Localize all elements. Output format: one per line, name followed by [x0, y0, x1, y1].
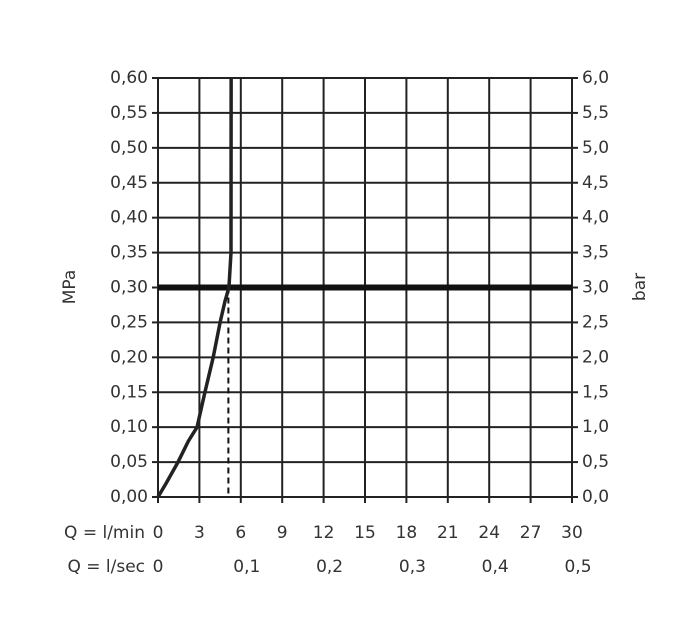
x2-tick-label: 0,2	[316, 557, 343, 577]
y2-tick-label: 5,5	[582, 103, 609, 123]
x-axis-label: Q = l/min	[64, 523, 145, 543]
x-tick-label: 24	[478, 523, 500, 543]
x-tick-label: 21	[437, 523, 459, 543]
x-tick-label: 30	[561, 523, 583, 543]
x-tick-label: 18	[396, 523, 418, 543]
x2-axis-label: Q = l/sec	[67, 557, 145, 577]
y-tick-label: 0,50	[110, 138, 148, 158]
y-tick-label: 0,25	[110, 312, 148, 332]
y2-tick-label: 0,0	[582, 487, 609, 507]
y-tick-label: 0,30	[110, 278, 148, 298]
y-tick-label: 0,40	[110, 208, 148, 228]
y2-tick-label: 2,0	[582, 347, 609, 367]
y2-tick-label: 5,0	[582, 138, 609, 158]
y-tick-label: 0,10	[110, 417, 148, 437]
y-tick-label: 0,35	[110, 243, 148, 263]
y-tick-label: 0,20	[110, 347, 148, 367]
y-axis-label: MPa	[60, 270, 80, 305]
y2-tick-label: 1,0	[582, 417, 609, 437]
y-tick-label: 0,00	[110, 487, 148, 507]
curve	[156, 77, 233, 498]
x2-tick-label: 0,5	[564, 557, 591, 577]
x-tick-label: 9	[277, 523, 288, 543]
y2-tick-label: 4,0	[582, 208, 609, 228]
y2-tick-label: 4,5	[582, 173, 609, 193]
y-tick-label: 0,45	[110, 173, 148, 193]
y2-tick-label: 2,5	[582, 312, 609, 332]
y2-tick-label: 6,0	[582, 68, 609, 88]
y2-axis-label: bar	[630, 273, 650, 301]
x-tick-label: 12	[313, 523, 335, 543]
x-tick-label: 0	[153, 523, 164, 543]
x-tick-label: 6	[235, 523, 246, 543]
x-tick-label: 3	[194, 523, 205, 543]
y-tick-label: 0,55	[110, 103, 148, 123]
x2-tick-label: 0	[153, 557, 164, 577]
y-tick-label: 0,60	[110, 68, 148, 88]
x2-tick-label: 0,4	[482, 557, 509, 577]
x-tick-label: 27	[520, 523, 542, 543]
y2-tick-label: 0,5	[582, 452, 609, 472]
y2-tick-label: 3,5	[582, 243, 609, 263]
x2-tick-label: 0,3	[399, 557, 426, 577]
x-tick-label: 15	[354, 523, 376, 543]
y-tick-label: 0,15	[110, 382, 148, 402]
y2-tick-label: 3,0	[582, 278, 609, 298]
y2-tick-label: 1,5	[582, 382, 609, 402]
y-tick-label: 0,05	[110, 452, 148, 472]
x2-tick-label: 0,1	[233, 557, 260, 577]
